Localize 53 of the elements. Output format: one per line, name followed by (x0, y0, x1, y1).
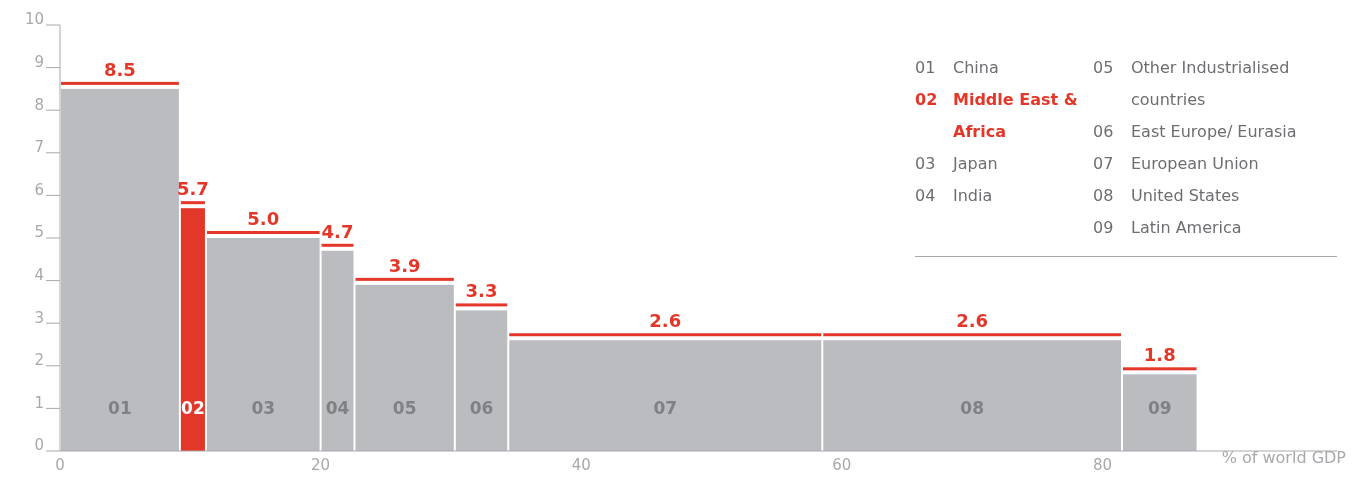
text: 03 (915, 154, 936, 173)
y-tick-label: 4 (34, 265, 44, 284)
data-label: 5.7 (176, 178, 209, 200)
y-tick-label: 6 (34, 180, 44, 199)
x-tick-label: 0 (55, 455, 65, 474)
annotation: 05 (392, 398, 417, 418)
text: 09 (1093, 218, 1114, 237)
y-tick-label: 9 (34, 52, 44, 71)
annotation: 07 (653, 398, 678, 418)
y-tick-label: 1 (34, 393, 44, 412)
x-tick-label: 20 (311, 455, 331, 474)
data-label: 3.9 (388, 254, 421, 276)
y-tick-label: 7 (34, 138, 44, 157)
text: 06 (1093, 122, 1114, 141)
text: 02 (915, 90, 938, 109)
category-label: Other Industrialised countries (1131, 58, 1290, 109)
data-label: 2.6 (956, 310, 989, 332)
annotation: 03 (251, 398, 276, 418)
category-label: Japan (953, 154, 998, 173)
data-label: 2.6 (649, 310, 682, 332)
annotation: 02 (181, 398, 205, 418)
data-label: 5.0 (247, 208, 280, 229)
x-tick-label: 80 (1092, 455, 1112, 474)
text: 08 (1093, 186, 1114, 205)
category-label: China (953, 58, 999, 77)
text: 07 (1093, 154, 1114, 173)
text: 05 (1093, 58, 1114, 77)
data-label: 1.8 (1143, 344, 1176, 366)
annotation: 01 (108, 398, 132, 418)
y-tick-label: 2 (34, 351, 44, 370)
y-tick-label: 3 (34, 308, 44, 327)
y-tick-label: 10 (24, 10, 44, 29)
data-label: 4.7 (321, 220, 354, 242)
y-tick-label: 0 (34, 436, 44, 455)
data-label: 8.5 (104, 58, 136, 80)
category-label: United States (1131, 186, 1240, 205)
y-tick-label: 5 (34, 223, 44, 242)
y-tick-label: 8 (34, 95, 44, 114)
text: 04 (915, 186, 936, 205)
annotation: 04 (325, 398, 350, 418)
category-label: European Union (1131, 154, 1259, 173)
category-label: East Europe/ Eurasia (1131, 122, 1297, 141)
text: 01 (915, 58, 936, 77)
category-label: Latin America (1131, 218, 1242, 237)
x-tick-label: 40 (571, 455, 591, 474)
annotation: 06 (469, 398, 494, 418)
annotation: 09 (1147, 398, 1172, 418)
annotation: 08 (960, 398, 984, 418)
x-tick-label: 60 (832, 455, 852, 474)
data-label: 3.3 (465, 280, 498, 302)
x-axis-title: % of world GDP (1221, 448, 1346, 467)
category-label: India (953, 186, 993, 205)
category-label: Middle East & Africa (953, 90, 1078, 141)
